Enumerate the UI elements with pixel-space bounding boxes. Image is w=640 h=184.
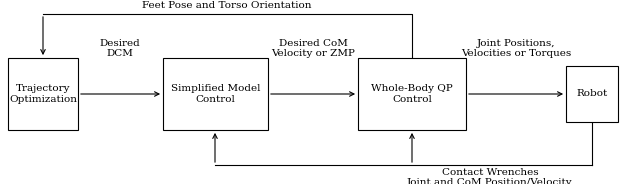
Text: Trajectory
Optimization: Trajectory Optimization [9,84,77,104]
Bar [8,58,78,130]
Text: Contact Wrenches
Joint and CoM Position/Velocity: Contact Wrenches Joint and CoM Position/… [407,168,573,184]
Text: Feet Pose and Torso Orientation: Feet Pose and Torso Orientation [142,1,312,10]
Text: Desired CoM
Velocity or ZMP: Desired CoM Velocity or ZMP [271,39,355,58]
Text: Simplified Model
Control: Simplified Model Control [171,84,260,104]
Text: Robot: Robot [577,89,607,98]
Text: Whole-Body QP
Control: Whole-Body QP Control [371,84,453,104]
Bar [358,58,466,130]
Bar [163,58,268,130]
Text: Joint Positions,
Velocities or Torques: Joint Positions, Velocities or Torques [461,39,571,58]
Bar [566,66,618,122]
Text: Desired
DCM: Desired DCM [100,39,140,58]
